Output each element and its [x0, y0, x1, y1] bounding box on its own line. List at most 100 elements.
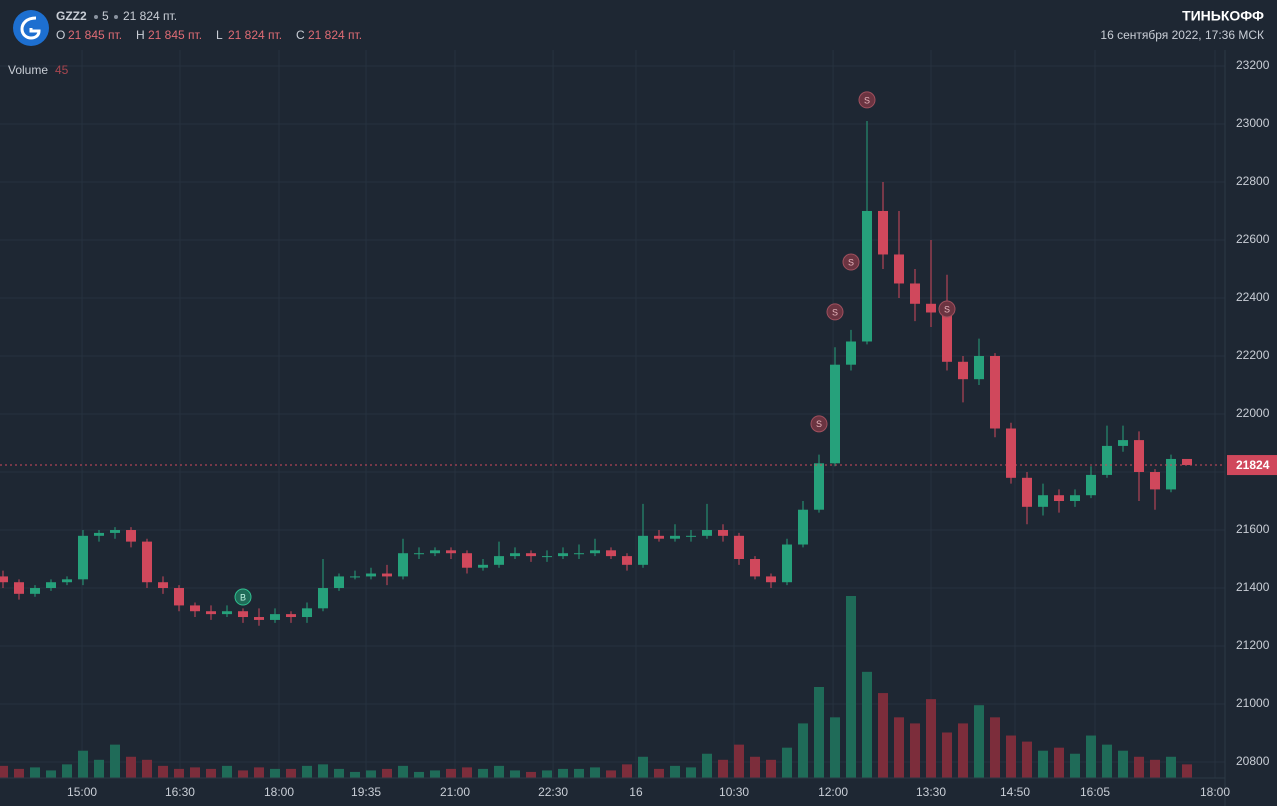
candle-body: [46, 582, 56, 589]
ohlc-key: O: [56, 28, 65, 42]
trade-marker-label: S: [816, 419, 822, 429]
ohlc-value: 21 824 пт.: [308, 28, 362, 42]
volume-bar: [926, 699, 936, 778]
candle-body: [1182, 458, 1192, 466]
candle-body: [942, 312, 952, 362]
volume-bar: [910, 723, 920, 778]
candle-body: [62, 579, 72, 583]
volume-bar: [686, 767, 696, 778]
interval: 5: [102, 9, 109, 23]
volume-bar: [46, 770, 56, 778]
candle-body: [558, 553, 568, 557]
candle-body: [254, 617, 264, 620]
candle-body: [846, 341, 856, 365]
candle-body: [1054, 495, 1064, 502]
candle-body: [782, 544, 792, 583]
ohlc-key: H: [136, 28, 145, 42]
volume-bar: [1022, 741, 1032, 778]
candle-body: [894, 254, 904, 284]
volume-bar: [1006, 735, 1016, 778]
candle-body: [1118, 440, 1128, 446]
y-tick-label: 22600: [1236, 232, 1270, 246]
candle-body: [142, 541, 152, 583]
volume-bar: [478, 768, 488, 778]
candle-body: [78, 535, 88, 580]
candle-body: [910, 283, 920, 304]
candle-body: [126, 530, 136, 542]
volume-bar: [62, 764, 72, 778]
volume-bar: [1038, 750, 1048, 778]
candle-body: [990, 355, 1000, 429]
volume-bar: [334, 768, 344, 778]
volume-bar: [1118, 750, 1128, 778]
candle-body: [926, 303, 936, 313]
candle-body: [158, 582, 168, 589]
candle-body: [1070, 495, 1080, 502]
volume-layer: [0, 596, 1192, 778]
candle-body: [750, 559, 760, 577]
candle-body: [110, 530, 120, 533]
trade-marker-label: S: [832, 307, 838, 317]
volume-bar: [318, 764, 328, 778]
candle-body: [830, 364, 840, 464]
candle-body: [702, 530, 712, 536]
candle-body: [286, 614, 296, 618]
y-tick-label: 23000: [1236, 116, 1270, 130]
volume-bar: [878, 693, 888, 778]
volume-bar: [654, 768, 664, 778]
volume-bar: [126, 756, 136, 778]
x-tick-label: 12:00: [818, 785, 848, 799]
candle-body: [542, 556, 552, 558]
trade-marker: [810, 415, 828, 433]
volume-bar: [958, 723, 968, 778]
x-tick-label: 22:30: [538, 785, 568, 799]
y-tick-label: 21200: [1236, 638, 1270, 652]
candle-body: [318, 588, 328, 609]
volume-bar: [718, 759, 728, 778]
candle-body: [638, 535, 648, 565]
candle-body: [1102, 445, 1112, 475]
volume-last: 45: [55, 63, 69, 77]
volume-bar: [254, 767, 264, 778]
volume-bar: [430, 770, 440, 778]
candle-body: [398, 553, 408, 577]
volume-bar: [174, 768, 184, 778]
candle-body: [366, 573, 376, 577]
y-tick-label: 22000: [1236, 406, 1270, 420]
volume-bar: [1086, 735, 1096, 778]
volume-bar: [974, 705, 984, 778]
candle-body: [654, 535, 664, 539]
volume-bar: [350, 771, 360, 778]
candle-body: [270, 614, 280, 620]
x-tick-label: 21:00: [440, 785, 470, 799]
volume-bar: [942, 732, 952, 778]
volume-bar: [798, 723, 808, 778]
symbol: GZZ2: [56, 9, 87, 23]
candle-body: [686, 535, 696, 537]
ohlc-key: C: [296, 28, 305, 42]
ohlc-value: 21 824 пт.: [228, 28, 282, 42]
candle-body: [590, 550, 600, 554]
x-tick-label: 18:00: [1200, 785, 1230, 799]
trade-marker: [858, 91, 876, 109]
candle-body: [1150, 472, 1160, 490]
volume-bar: [558, 768, 568, 778]
candle-body: [382, 573, 392, 577]
volume-bar: [622, 764, 632, 778]
volume-bar: [142, 759, 152, 778]
trade-marker-label: S: [944, 304, 950, 314]
trade-marker-label: S: [848, 257, 854, 267]
volume-bar: [590, 767, 600, 778]
x-tick-label: 14:50: [1000, 785, 1030, 799]
candle-body: [958, 361, 968, 380]
volume-bar: [1054, 747, 1064, 778]
volume-bar: [286, 768, 296, 778]
x-tick-label: 16:05: [1080, 785, 1110, 799]
candle-body: [0, 576, 8, 583]
candle-body: [414, 553, 424, 555]
candle-body: [30, 588, 40, 594]
candle-body: [622, 556, 632, 565]
trade-marker: [938, 300, 956, 318]
candle-body: [174, 588, 184, 606]
x-tick-label: 13:30: [916, 785, 946, 799]
